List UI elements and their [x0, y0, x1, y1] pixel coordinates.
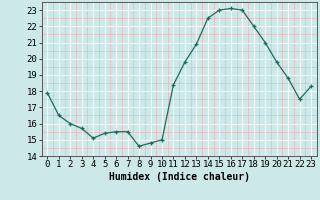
- X-axis label: Humidex (Indice chaleur): Humidex (Indice chaleur): [109, 172, 250, 182]
